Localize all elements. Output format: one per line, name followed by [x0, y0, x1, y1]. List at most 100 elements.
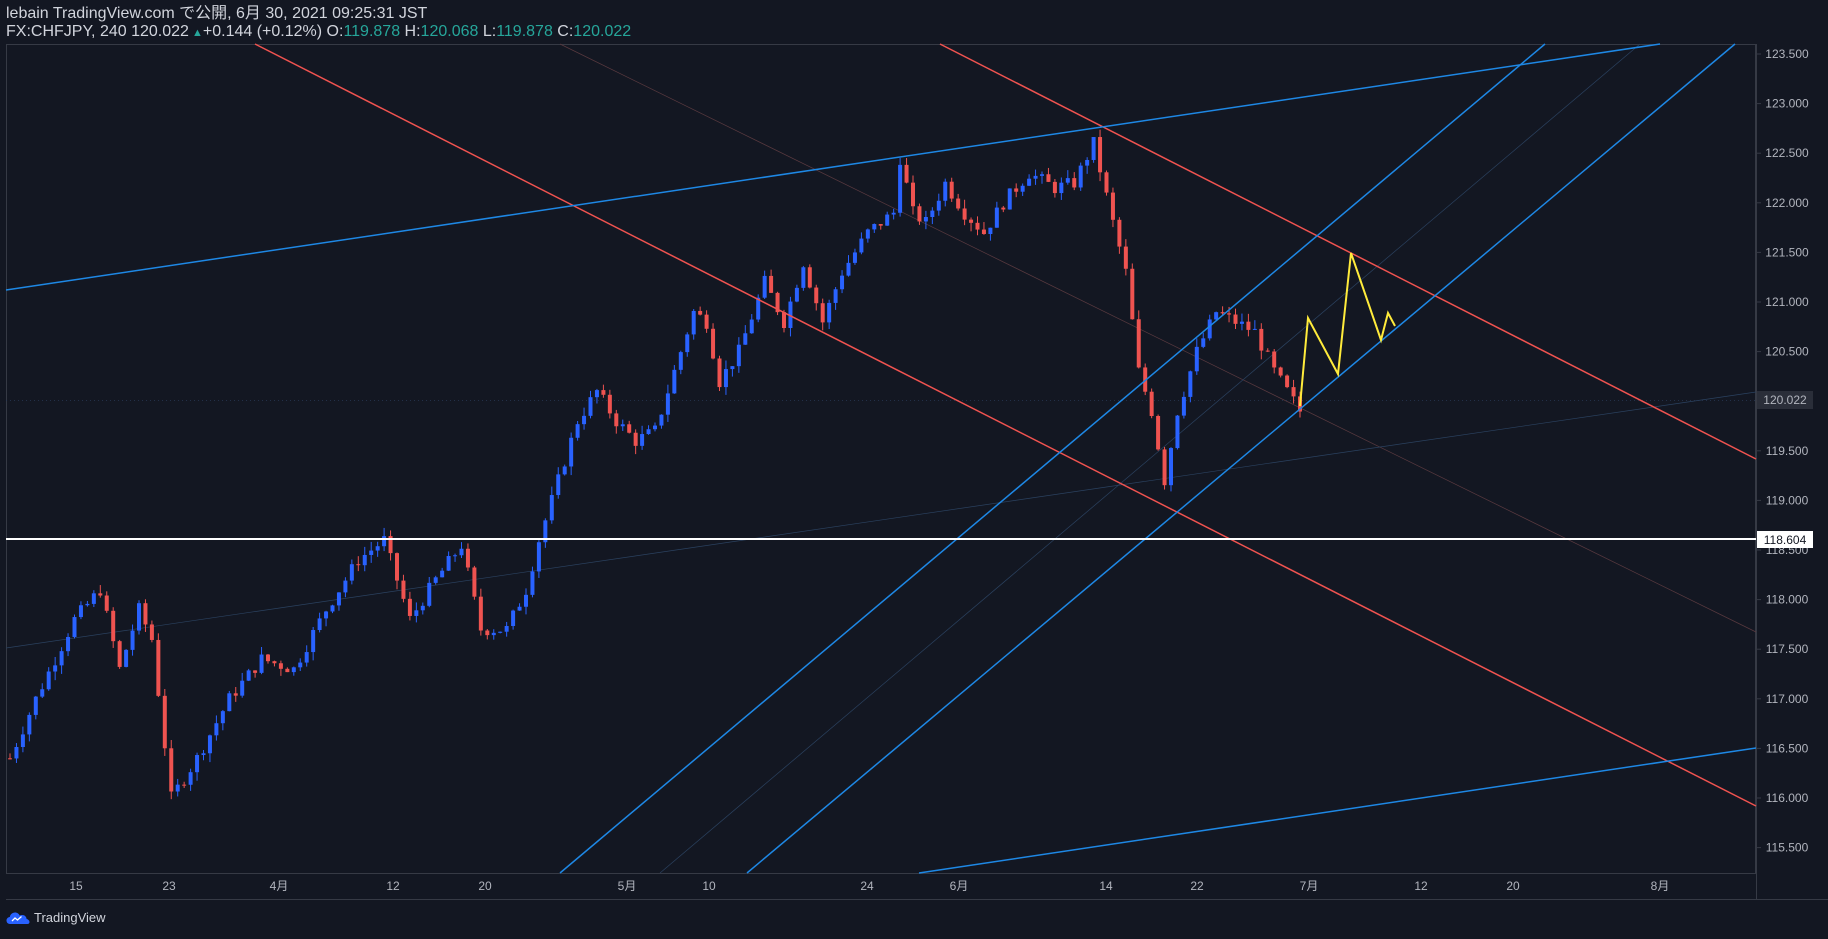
candle-up [446, 556, 451, 571]
tradingview-cloud-icon [6, 912, 30, 924]
last-price-marker: 120.022 [1757, 391, 1813, 409]
candle-down [1156, 415, 1161, 450]
candle-down [633, 432, 638, 446]
candle-down [149, 624, 154, 640]
candle-down [182, 784, 187, 786]
candle-down [1220, 312, 1225, 314]
candle-up [304, 652, 309, 663]
candle-up [440, 570, 445, 578]
candle-up [375, 546, 380, 551]
blue-rising-line-2 [746, 43, 1736, 874]
tradingview-brand[interactable]: TradingView [34, 910, 106, 925]
candle-up [524, 594, 528, 607]
candle-down [401, 580, 406, 599]
price-tick-label: 119.000 [1766, 493, 1809, 507]
high-value: 120.068 [420, 23, 479, 40]
candle-up [420, 605, 425, 611]
candle-up [530, 571, 535, 595]
candle-up [801, 267, 806, 288]
candle-up [1252, 328, 1257, 330]
candle-down [465, 548, 470, 568]
candle-up [349, 564, 354, 581]
time-tick-label: 12 [1414, 879, 1428, 893]
candle-up [865, 229, 870, 239]
candle-down [356, 564, 361, 566]
candle-down [1233, 314, 1238, 324]
candle-up [994, 207, 999, 228]
candle-up [175, 784, 180, 792]
candle-up [859, 238, 864, 253]
candle-down [162, 695, 167, 749]
candle-down [1278, 367, 1283, 376]
price-tick-label: 123.500 [1765, 47, 1809, 61]
last-price: 120.022 [131, 23, 189, 40]
candle-up [240, 680, 245, 696]
close-value: 120.022 [573, 23, 632, 40]
candle-up [124, 649, 129, 667]
candle-up [846, 262, 851, 276]
candlestick-series [8, 129, 1302, 800]
candle-up [1059, 182, 1064, 194]
time-axis[interactable]: 15 23 4月 12 20 5月 10 24 6月 14 22 7月 12 20 8月 [69, 879, 1669, 893]
time-tick-label: 20 [478, 879, 492, 893]
candle-down [949, 181, 954, 199]
candle-up [1091, 137, 1096, 160]
price-axis[interactable]: 123.500 123.000 122.500 122.000 121.500 121.0… [1757, 47, 1809, 855]
candle-down [1110, 192, 1115, 220]
candle-up [936, 200, 941, 211]
candle-down [969, 219, 974, 223]
candle-up [794, 287, 799, 302]
candle-down [272, 661, 277, 664]
candle-down [1046, 174, 1051, 182]
lower-red-trend-line [254, 43, 1757, 807]
level-marker: 118.604 [1757, 531, 1813, 548]
candle-up [33, 696, 38, 715]
price-tick-label: 118.000 [1766, 593, 1809, 607]
candle-down [1104, 172, 1109, 193]
candle-down [782, 312, 786, 328]
candle-up [433, 577, 438, 583]
time-tick-label: 12 [386, 879, 400, 893]
candle-down [698, 310, 703, 315]
candle-up [220, 711, 225, 724]
candle-down [775, 292, 780, 313]
candle-down [407, 598, 412, 616]
candle-down [1130, 268, 1135, 320]
price-tick-label: 120.500 [1765, 345, 1809, 359]
blue-rising-line-1 [559, 43, 1546, 874]
candle-up [259, 654, 264, 673]
price-tick-label: 116.500 [1766, 741, 1809, 755]
time-tick-label: 24 [860, 879, 874, 893]
candle-down [117, 641, 122, 667]
candle-down [1246, 321, 1251, 330]
last-price-label: 120.022 [1763, 393, 1807, 407]
candle-up [317, 618, 322, 631]
publish-info: lebain TradingView.com で公開, 6月 30, 2021 … [6, 5, 428, 22]
candle-up [569, 437, 574, 467]
price-tick-label: 115.500 [1766, 841, 1809, 855]
candle-down [1272, 351, 1277, 368]
drawn-trend-lines [5, 43, 1757, 874]
time-tick-label: 15 [69, 879, 83, 893]
up-arrow-icon: ▲ [188, 27, 203, 39]
candle-up [736, 344, 741, 367]
candle-down [975, 222, 980, 230]
candle-up [1040, 174, 1044, 176]
candle-up [291, 667, 296, 673]
candle-down [981, 229, 986, 234]
candle-up [362, 554, 367, 566]
candle-down [1265, 350, 1270, 352]
candle-up [517, 606, 522, 611]
symbol-label[interactable]: FX:CHFJPY, 240 [6, 23, 132, 40]
candle-down [156, 639, 161, 696]
candle-up [672, 369, 677, 394]
candle-down [98, 593, 103, 596]
candle-up [743, 333, 748, 345]
candle-up [40, 689, 45, 697]
candle-up [1214, 312, 1219, 320]
candle-up [201, 753, 206, 756]
candle-down [1123, 246, 1128, 269]
candle-up [53, 665, 58, 672]
